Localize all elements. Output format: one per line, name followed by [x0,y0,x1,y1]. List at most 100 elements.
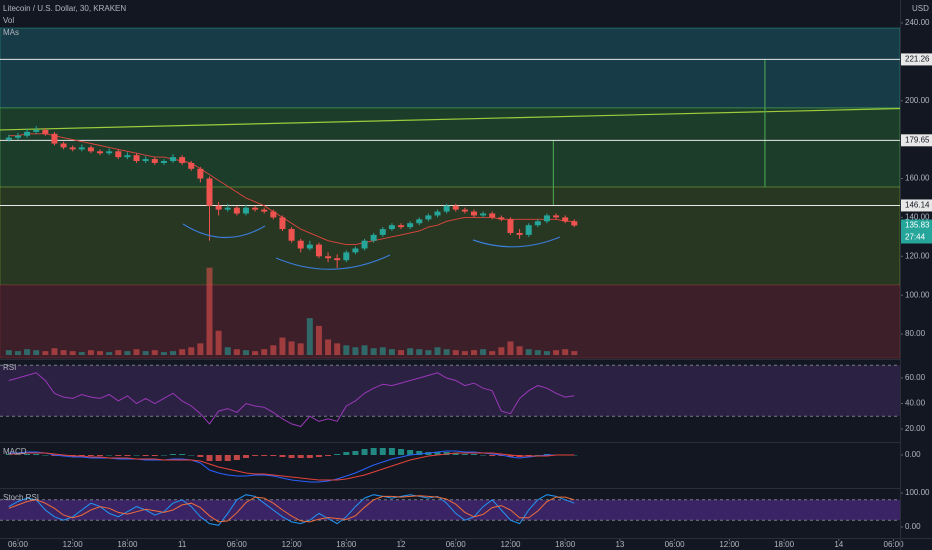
volume-bar [78,352,85,355]
histogram-bar [534,455,541,456]
histogram-bar [252,455,259,456]
level-label: 221.26 [905,55,930,64]
volume-bar [571,351,578,355]
histogram-bar [297,455,304,458]
candle-body [60,143,67,148]
histogram-bar [24,454,31,455]
volume-bar [97,351,104,355]
histogram-bar [489,455,496,456]
x-tick-label: 06:00 [665,540,686,549]
x-tick-label: 12:00 [63,540,84,549]
y-tick-label: 100.00 [905,290,930,299]
candle-body [78,147,85,150]
level-label: 179.65 [905,135,930,144]
candle-body [215,205,222,210]
last-price-badge [901,219,932,244]
candle-body [206,178,213,206]
volume-bar [51,348,58,355]
candle-body [233,207,240,214]
candle-body [325,256,332,259]
candle-body [160,161,167,163]
volume-bar [443,349,450,355]
x-tick-label: 12:00 [500,540,521,549]
volume-bar [24,349,31,355]
candle-body [507,219,514,233]
volume-bar [361,345,368,355]
candle-body [553,215,560,218]
cup-arc [472,236,561,248]
histogram-bar [33,454,40,455]
histogram-bar [325,455,332,456]
histogram-bar [206,455,213,461]
volume-bar [562,349,569,355]
indicator-band [0,499,900,521]
volume-bar [206,267,213,355]
cup-arc [275,254,391,270]
volume-bar [14,351,21,355]
volume-bar [407,348,414,355]
candle-body [133,155,140,162]
histogram-bar [97,455,104,456]
moving-average [8,133,575,246]
y-tick-label: 100.00 [905,488,930,497]
volume-bar [553,350,560,355]
y-tick-label: 80.00 [905,329,926,338]
candle-body [51,133,58,144]
histogram-bar [571,455,578,456]
candle-body [306,244,313,249]
volume-bar [343,345,350,355]
indicator-line [8,452,575,481]
candle-body [288,229,295,241]
histogram-bar [170,454,177,455]
candle-body [352,248,359,253]
volume-bar [398,350,405,355]
histogram-bar [334,454,341,455]
ma-label: MAs [3,28,19,37]
candle-body [5,137,12,140]
histogram-bar [416,451,423,455]
volume-bar [452,350,459,355]
candle-body [571,221,578,226]
histogram-bar [179,454,186,455]
price-zone [0,284,901,359]
volume-bar [133,349,140,355]
histogram-bar [398,449,405,455]
volume-bar [498,347,505,355]
volume-bar [115,350,122,355]
histogram-bar [261,455,268,456]
x-tick-label: 18:00 [774,540,795,549]
histogram-bar [106,455,113,456]
histogram-bar [188,455,195,456]
volume-bar [525,349,532,355]
trendline [0,107,901,131]
histogram-bar [87,455,94,456]
candle-body [151,159,158,163]
candle-body [516,232,523,235]
volume-bar [179,349,186,355]
volume-bar [470,350,477,355]
candle-body [261,209,268,212]
price-zone [0,27,901,109]
histogram-bar [343,452,350,455]
candle-body [252,207,259,210]
volume-bar [5,350,12,355]
x-tick-label: 06:00 [227,540,248,549]
volume-bar [379,347,386,355]
volume-bar [388,349,395,355]
level-badge [901,134,932,147]
last-price-label: 135.83 [905,221,930,230]
volume-bar [425,350,432,355]
level-badge [901,199,932,212]
histogram-bar [142,455,149,456]
indicator-line [8,372,575,428]
candle-body [398,225,405,228]
candle-body [407,223,414,228]
candle-body [562,217,569,222]
volume-bar [306,318,313,355]
histogram-bar [461,454,468,455]
histogram-bar [115,455,122,456]
candle-body [416,219,423,224]
cup-arc [182,223,266,239]
histogram-bar [470,454,477,455]
histogram-bar [507,455,514,457]
